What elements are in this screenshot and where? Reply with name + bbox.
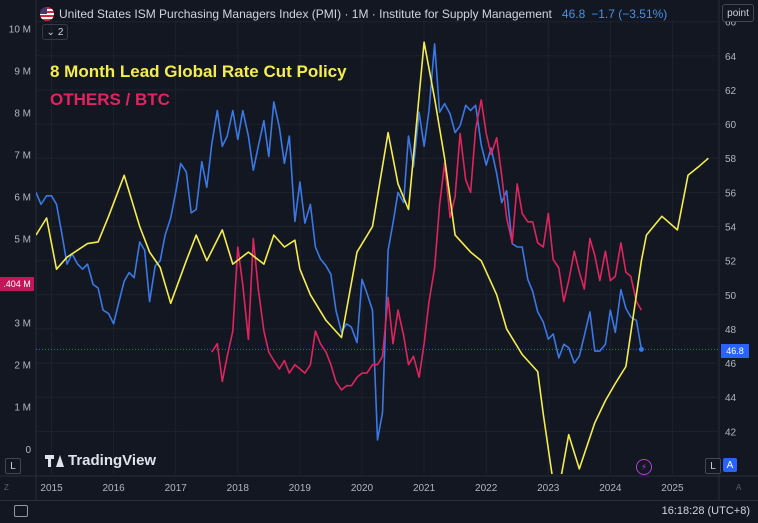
x-tick-label: 2019 xyxy=(289,483,312,494)
symbol-title[interactable]: United States ISM Purchasing Managers In… xyxy=(59,7,552,21)
pmi-series-line xyxy=(36,43,643,441)
left-tick-label: 8 M xyxy=(14,108,31,119)
right-tick-label: 46 xyxy=(725,359,737,370)
x-tick-label: 2018 xyxy=(227,483,250,494)
tradingview-logo-text: TradingView xyxy=(68,452,157,469)
annotation-policy: 8 Month Lead Global Rate Cut Policy xyxy=(50,62,347,81)
left-tick-label: 1 M xyxy=(14,403,31,414)
log-scale-right-button[interactable]: L xyxy=(705,458,721,474)
right-tick-label: 48 xyxy=(725,325,737,336)
price-change: −1.7 (−3.51%) xyxy=(591,7,668,21)
x-tick-label: 2022 xyxy=(475,483,498,494)
right-tick-label: 62 xyxy=(725,86,737,97)
left-tick-label: 3 M xyxy=(14,319,31,330)
bottom-toolbar xyxy=(0,500,758,523)
x-tick-label: 2015 xyxy=(40,483,63,494)
tradingview-logo-icon xyxy=(45,454,64,467)
right-tick-label: 50 xyxy=(725,291,737,302)
time-axis: 2015 2016 2017 2018 2019 2020 2021 2022 2023 2024… xyxy=(40,483,684,494)
left-tick-label: 5 M xyxy=(14,235,31,246)
zoom-left-label[interactable]: Z xyxy=(4,483,9,492)
scale-mode-button[interactable]: point xyxy=(722,4,754,22)
chart-grid xyxy=(0,0,758,500)
right-tick-label: 66 xyxy=(725,18,737,29)
right-tick-label: 44 xyxy=(725,393,737,404)
others-btc-series-line xyxy=(211,99,643,391)
left-tick-label: 2 M xyxy=(14,361,31,372)
current-price: 46.8 xyxy=(561,7,586,21)
left-tick-label: 7 M xyxy=(14,151,31,162)
indicator-count: 2 xyxy=(57,26,64,38)
lightning-icon[interactable]: ⚡ xyxy=(636,459,652,475)
right-tick-label: 52 xyxy=(725,257,737,268)
right-axis: 66 64 62 60 58 56 54 52 50 48 46 44 42 xyxy=(725,18,737,439)
left-tick-label: 9 M xyxy=(14,66,31,77)
left-tick-label: 10 M xyxy=(9,24,31,35)
right-price-badge: 46.8 xyxy=(721,344,749,358)
x-tick-label: 2021 xyxy=(413,483,436,494)
pmi-last-point xyxy=(638,346,644,352)
x-tick-label: 2017 xyxy=(165,483,188,494)
left-price-badge: .404 M xyxy=(0,277,34,291)
right-tick-label: 56 xyxy=(725,188,737,199)
x-tick-label: 2020 xyxy=(351,483,374,494)
left-axis: 10 M9 M8 M7 M6 M5 M4 M3 M2 M1 M0 xyxy=(9,24,32,455)
x-tick-label: 2016 xyxy=(102,483,125,494)
right-tick-label: 42 xyxy=(725,427,737,438)
layout-icon[interactable] xyxy=(14,505,28,517)
left-tick-label: 0 xyxy=(25,445,31,456)
annotation-others-btc: OTHERS / BTC xyxy=(50,90,170,109)
chevron-down-icon: ⌄ xyxy=(46,26,55,38)
left-tick-label: 6 M xyxy=(14,193,31,204)
chart-series xyxy=(36,41,709,474)
right-tick-label: 64 xyxy=(725,52,737,63)
zoom-right-label[interactable]: A xyxy=(736,483,742,492)
collapse-indicators-button[interactable]: ⌄ 2 xyxy=(42,24,68,40)
tradingview-logo[interactable]: TradingView xyxy=(45,452,156,469)
auto-scale-button[interactable]: A xyxy=(723,458,737,472)
policy-series-line xyxy=(36,41,709,474)
log-scale-left-button[interactable]: L xyxy=(5,458,21,474)
x-tick-label: 2024 xyxy=(599,483,622,494)
clock: 16:18:28 (UTC+8) xyxy=(661,505,750,517)
right-tick-label: 60 xyxy=(725,120,737,131)
us-flag-icon xyxy=(40,7,54,21)
chart-header: United States ISM Purchasing Managers In… xyxy=(40,6,667,22)
x-tick-label: 2025 xyxy=(661,483,684,494)
right-tick-label: 58 xyxy=(725,154,737,165)
right-tick-label: 54 xyxy=(725,223,737,234)
x-tick-label: 2023 xyxy=(537,483,560,494)
